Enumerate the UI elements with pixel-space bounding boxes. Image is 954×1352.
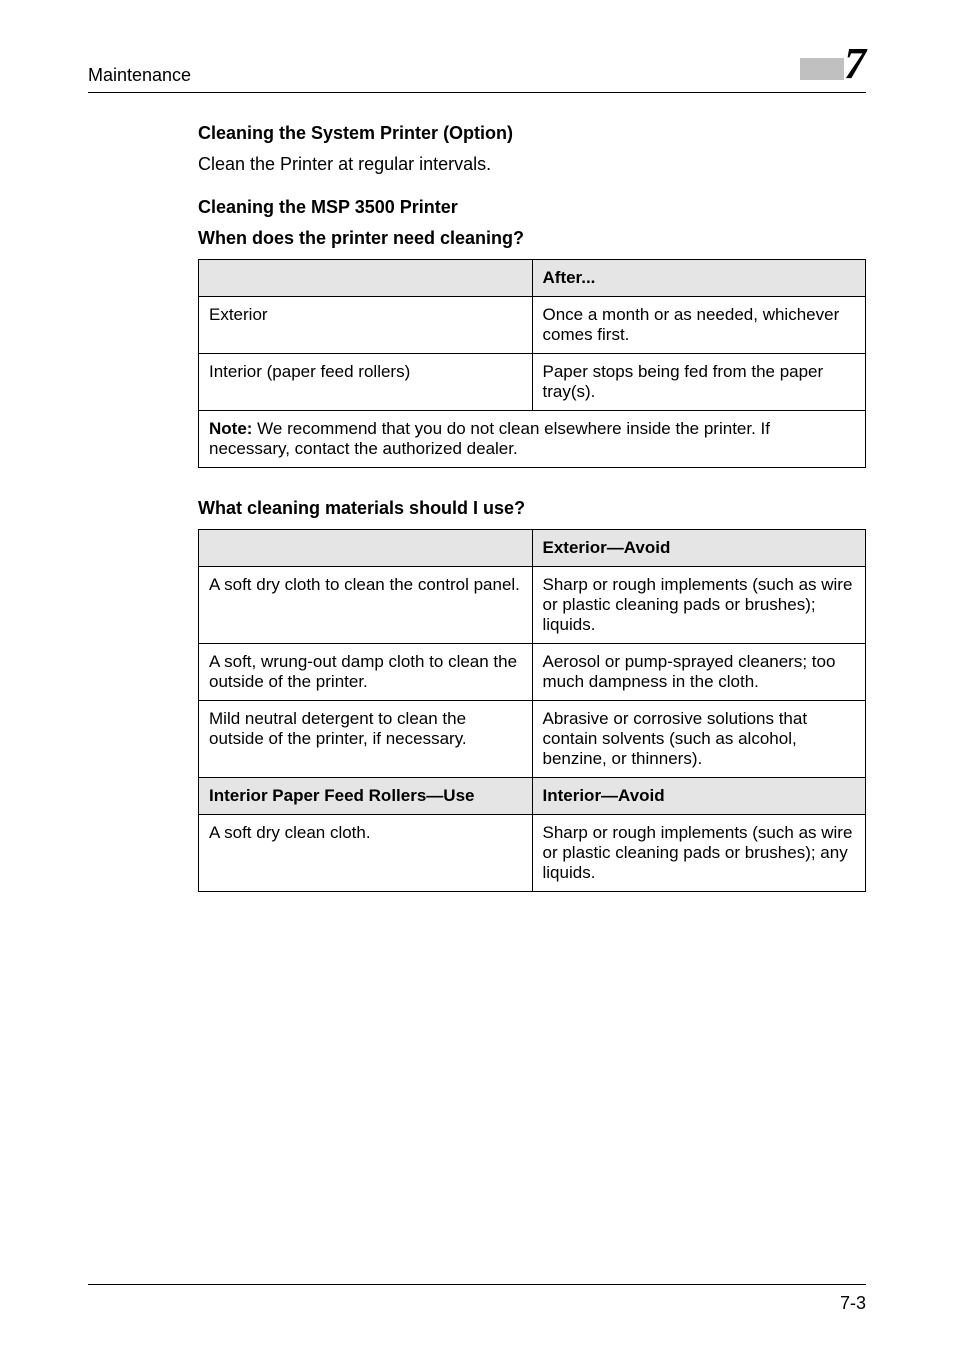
page-header: Maintenance 7	[0, 0, 954, 92]
cell-exterior-after: Once a month or as needed, whichever com…	[532, 297, 866, 354]
cell-soft-clean-cloth: A soft dry clean cloth.	[199, 815, 533, 892]
heading-cleaning-msp: Cleaning the MSP 3500 Printer	[198, 197, 866, 218]
heading-materials: What cleaning materials should I use?	[198, 498, 866, 519]
table-row: A soft, wrung-out damp cloth to clean th…	[199, 644, 866, 701]
cell-avoid-aerosol: Aerosol or pump-sprayed cleaners; too mu…	[532, 644, 866, 701]
table-header-after: After...	[532, 260, 866, 297]
note-label: Note:	[209, 419, 252, 438]
page-content: Cleaning the System Printer (Option) Cle…	[0, 123, 954, 892]
table-header-interior-use: Interior Paper Feed Rollers—Use	[199, 778, 533, 815]
table-row: After...	[199, 260, 866, 297]
chapter-number: 7	[844, 42, 866, 86]
page-number: 7-3	[88, 1293, 866, 1314]
cell-soft-dry-cloth: A soft dry cloth to clean the control pa…	[199, 567, 533, 644]
section-name: Maintenance	[88, 65, 191, 86]
cell-avoid-abrasive: Abrasive or corrosive solutions that con…	[532, 701, 866, 778]
cell-damp-cloth: A soft, wrung-out damp cloth to clean th…	[199, 644, 533, 701]
table-header-empty2	[199, 530, 533, 567]
heading-when-cleaning: When does the printer need cleaning?	[198, 228, 866, 249]
header-rule	[88, 92, 866, 93]
table-row: Exterior Once a month or as needed, whic…	[199, 297, 866, 354]
footer-rule	[88, 1284, 866, 1285]
table-row: Note: We recommend that you do not clean…	[199, 411, 866, 468]
table-row: Exterior—Avoid	[199, 530, 866, 567]
body-clean-intervals: Clean the Printer at regular intervals.	[198, 154, 866, 175]
heading-cleaning-system-printer: Cleaning the System Printer (Option)	[198, 123, 866, 144]
table-header-exterior-avoid: Exterior—Avoid	[532, 530, 866, 567]
table-row: A soft dry cloth to clean the control pa…	[199, 567, 866, 644]
cell-avoid-sharp: Sharp or rough implements (such as wire …	[532, 567, 866, 644]
cell-interior-after: Paper stops being fed from the paper tra…	[532, 354, 866, 411]
table-when-cleaning: After... Exterior Once a month or as nee…	[198, 259, 866, 468]
chapter-shade	[800, 58, 844, 80]
cell-note: Note: We recommend that you do not clean…	[199, 411, 866, 468]
table-row: Interior Paper Feed Rollers—Use Interior…	[199, 778, 866, 815]
cell-interior-avoid-sharp: Sharp or rough implements (such as wire …	[532, 815, 866, 892]
table-materials: Exterior—Avoid A soft dry cloth to clean…	[198, 529, 866, 892]
table-header-empty	[199, 260, 533, 297]
table-row: Mild neutral detergent to clean the outs…	[199, 701, 866, 778]
cell-exterior: Exterior	[199, 297, 533, 354]
page-footer: 7-3	[88, 1284, 866, 1314]
table-row: A soft dry clean cloth. Sharp or rough i…	[199, 815, 866, 892]
table-header-interior-avoid: Interior—Avoid	[532, 778, 866, 815]
cell-interior: Interior (paper feed rollers)	[199, 354, 533, 411]
note-text: We recommend that you do not clean elsew…	[209, 419, 770, 458]
cell-detergent: Mild neutral detergent to clean the outs…	[199, 701, 533, 778]
table-row: Interior (paper feed rollers) Paper stop…	[199, 354, 866, 411]
chapter-badge: 7	[800, 42, 866, 86]
